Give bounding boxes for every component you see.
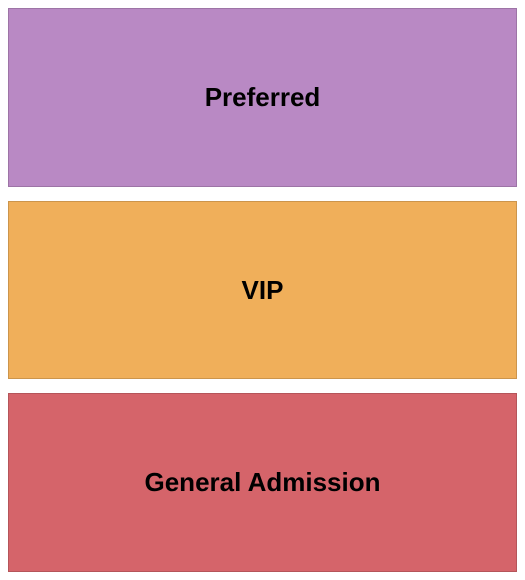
section-label: VIP xyxy=(242,275,284,306)
seating-chart: Preferred VIP General Admission xyxy=(8,8,517,572)
section-label: Preferred xyxy=(205,82,321,113)
section-label: General Admission xyxy=(145,467,381,498)
section-preferred[interactable]: Preferred xyxy=(8,8,517,187)
section-general-admission[interactable]: General Admission xyxy=(8,393,517,572)
section-vip[interactable]: VIP xyxy=(8,201,517,380)
